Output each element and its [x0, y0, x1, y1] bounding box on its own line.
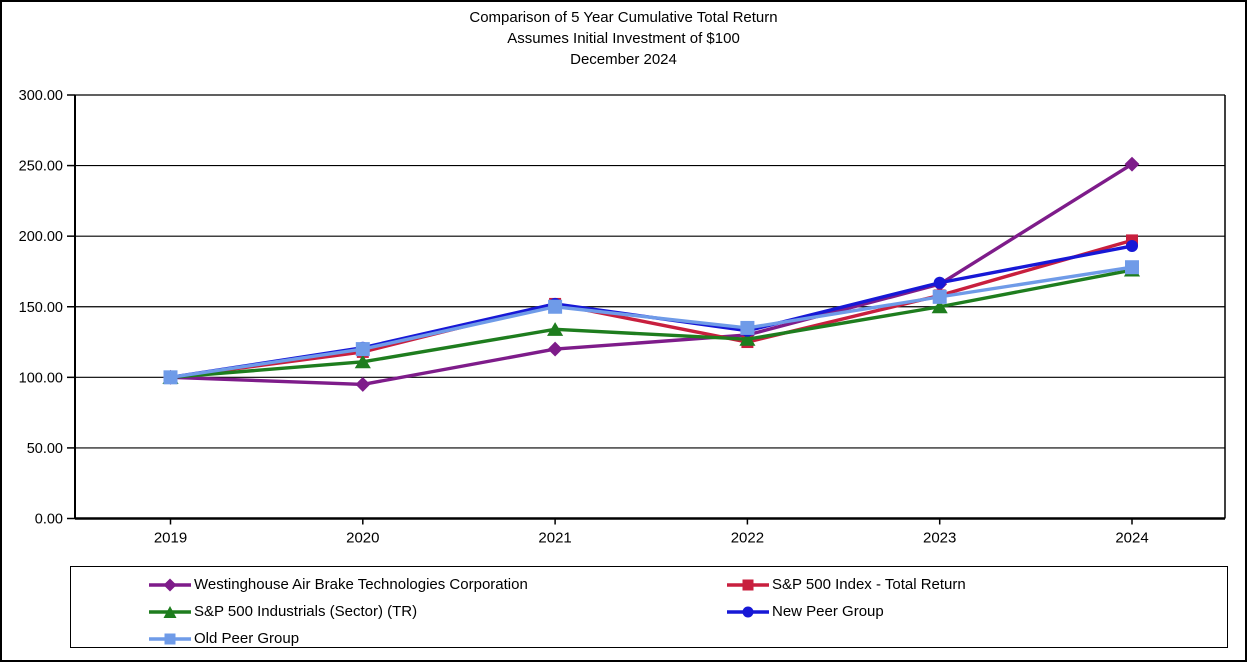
- marker-square: [932, 289, 947, 304]
- legend-item-3: New Peer Group: [649, 603, 1227, 620]
- x-axis-label: 2021: [538, 530, 571, 547]
- legend-label: Westinghouse Air Brake Technologies Corp…: [194, 576, 528, 593]
- y-axis-label: 300.00: [19, 88, 63, 104]
- marker-square: [548, 299, 563, 314]
- series-line-4: [168, 265, 1134, 380]
- marker-triangle: [931, 299, 948, 314]
- legend-label: Old Peer Group: [194, 630, 300, 647]
- marker-square: [355, 342, 370, 357]
- legend-label: New Peer Group: [772, 603, 884, 620]
- marker-circle: [933, 276, 946, 289]
- y-axis-label: 200.00: [19, 229, 63, 245]
- series-line-0: [168, 162, 1134, 387]
- legend-marker-diamond-icon: [149, 578, 191, 591]
- y-axis-label: 50.00: [27, 441, 63, 457]
- marker-square: [740, 320, 755, 335]
- legend-marker-circle-icon: [727, 606, 769, 617]
- chart-subtitle: Assumes Initial Investment of $100: [507, 30, 740, 47]
- marker-diamond: [1124, 156, 1140, 172]
- legend-label: S&P 500 Industrials (Sector) (TR): [194, 603, 418, 620]
- marker-diamond: [547, 341, 563, 357]
- x-axis-label: 2019: [154, 530, 187, 547]
- marker-triangle: [739, 332, 756, 346]
- marker-diamond: [355, 376, 371, 392]
- marker-circle: [1126, 240, 1138, 253]
- legend-item-4: Old Peer Group: [71, 630, 649, 647]
- legend-item-2: S&P 500 Industrials (Sector) (TR): [71, 603, 649, 620]
- x-axis-label: 2023: [923, 530, 956, 547]
- series-line-1: [168, 238, 1134, 380]
- chart-title: Comparison of 5 Year Cumulative Total Re…: [469, 9, 778, 26]
- y-axis-label: 250.00: [19, 159, 63, 175]
- series-line-2: [168, 268, 1134, 380]
- marker-triangle: [354, 354, 371, 369]
- x-axis-label: 2024: [1115, 530, 1148, 547]
- y-axis-label: 100.00: [19, 370, 63, 386]
- chart-legend: Westinghouse Air Brake Technologies Corp…: [70, 566, 1228, 648]
- legend-marker-square-icon: [149, 633, 191, 644]
- x-axis-label: 2020: [346, 530, 379, 547]
- y-axis-label: 0.00: [35, 512, 63, 528]
- legend-item-0: Westinghouse Air Brake Technologies Corp…: [71, 576, 649, 593]
- marker-square: [1125, 260, 1139, 275]
- marker-triangle: [547, 322, 564, 336]
- legend-marker-triangle-icon: [149, 605, 191, 618]
- chart-date-line: December 2024: [570, 51, 677, 68]
- y-axis-label: 150.00: [19, 300, 63, 316]
- legend-label: S&P 500 Index - Total Return: [772, 576, 966, 593]
- x-axis-label: 2022: [731, 530, 764, 547]
- legend-item-1: S&P 500 Index - Total Return: [649, 576, 1227, 593]
- chart-title-block: Comparison of 5 Year Cumulative Total Re…: [2, 7, 1245, 70]
- marker-square: [163, 370, 178, 385]
- legend-marker-square-icon: [727, 579, 769, 590]
